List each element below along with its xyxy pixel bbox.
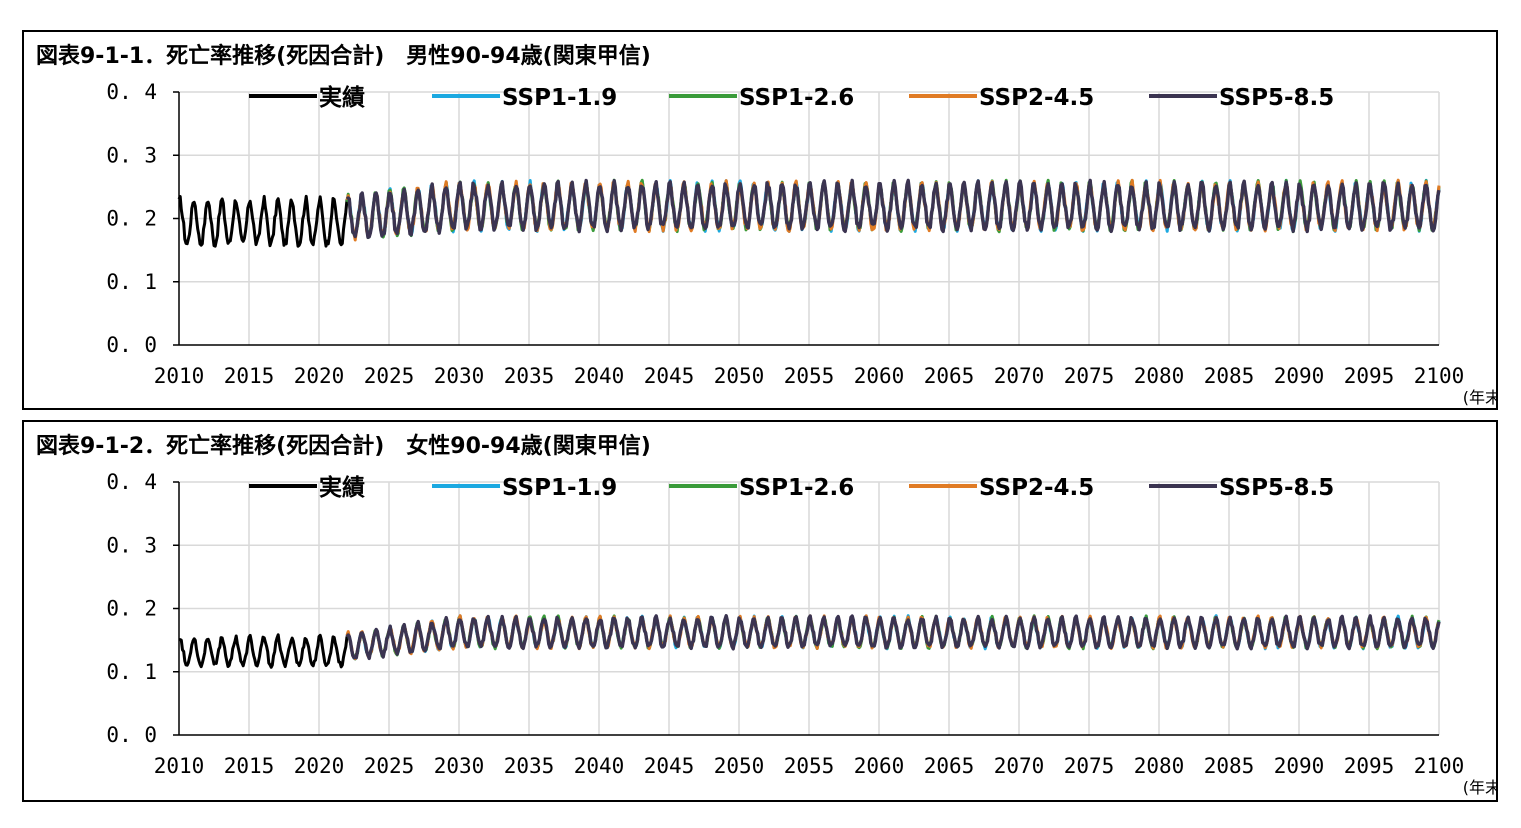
legend: 実績 SSP1-1.9 SSP1-2.6 SSP2-4.5 SSP5-8.5	[249, 84, 1334, 111]
x-tick-label: 2060	[854, 754, 905, 778]
x-tick-label: 2055	[784, 754, 835, 778]
y-tick-label: 0. 3	[106, 533, 157, 557]
legend-label: SSP1-1.9	[502, 85, 617, 111]
x-tick-label: 2080	[1134, 364, 1185, 388]
x-tick-label: 2020	[294, 364, 345, 388]
x-unit-label: (年末)	[1463, 388, 1496, 407]
x-tick-label: 2010	[154, 364, 205, 388]
x-tick-label: 2075	[1064, 364, 1115, 388]
x-tick-label: 2045	[644, 754, 695, 778]
x-tick-label: 2070	[994, 364, 1045, 388]
x-unit-label: (年末)	[1463, 778, 1496, 797]
y-tick-label: 0. 1	[106, 270, 157, 294]
legend-label: SSP5-8.5	[1219, 475, 1334, 501]
chart-title: 図表9-1-2．死亡率推移(死因合計) 女性90-94歳(関東甲信)	[36, 434, 651, 459]
x-tick-label: 2095	[1344, 754, 1395, 778]
x-tick-label: 2090	[1274, 754, 1325, 778]
x-tick-label: 2035	[504, 754, 555, 778]
legend-label: SSP2-4.5	[979, 85, 1094, 111]
legend: 実績 SSP1-1.9 SSP1-2.6 SSP2-4.5 SSP5-8.5	[249, 474, 1334, 501]
y-tick-label: 0. 0	[106, 723, 157, 747]
legend-label: SSP2-4.5	[979, 475, 1094, 501]
x-tick-label: 2015	[224, 754, 275, 778]
x-tick-label: 2085	[1204, 754, 1255, 778]
x-tick-label: 2100	[1414, 364, 1465, 388]
y-tick-label: 0. 4	[106, 80, 157, 104]
x-tick-label: 2025	[364, 364, 415, 388]
y-tick-label: 0. 3	[106, 143, 157, 167]
y-tick-label: 0. 1	[106, 660, 157, 684]
legend-label: SSP1-1.9	[502, 475, 617, 501]
legend-label: SSP5-8.5	[1219, 85, 1334, 111]
plot-lines	[177, 178, 1441, 248]
x-tick-label: 2050	[714, 364, 765, 388]
grid	[179, 481, 1440, 735]
plot-lines	[178, 614, 1441, 669]
x-tick-label: 2040	[574, 754, 625, 778]
legend-label: SSP1-2.6	[739, 475, 854, 501]
x-tick-label: 2075	[1064, 754, 1115, 778]
chart-title: 図表9-1-1．死亡率推移(死因合計) 男性90-94歳(関東甲信)	[36, 44, 651, 69]
x-tick-label: 2100	[1414, 754, 1465, 778]
chart-svg-female: 0. 0 0. 1 0. 2 0. 3 0. 4 2010 2015 2020 2025 2030…	[106, 470, 1496, 797]
legend-label: 実績	[319, 84, 365, 111]
x-tick-label: 2090	[1274, 364, 1325, 388]
y-tick-label: 0. 4	[106, 470, 157, 494]
y-tick-label: 0. 2	[106, 207, 157, 231]
x-tick-label: 2080	[1134, 754, 1185, 778]
legend-label: 実績	[319, 474, 365, 501]
series-line-0	[178, 633, 349, 669]
x-tick-label: 2035	[504, 364, 555, 388]
x-tick-label: 2020	[294, 754, 345, 778]
y-tick-label: 0. 2	[106, 597, 157, 621]
grid	[179, 91, 1440, 345]
series-line-4	[345, 178, 1441, 239]
x-tick-label: 2095	[1344, 364, 1395, 388]
x-tick-label: 2060	[854, 364, 905, 388]
x-tick-label: 2065	[924, 364, 975, 388]
x-tick-label: 2015	[224, 364, 275, 388]
series-line-4	[345, 614, 1441, 661]
x-tick-label: 2055	[784, 364, 835, 388]
x-tick-label: 2070	[994, 754, 1045, 778]
x-tick-label: 2030	[434, 364, 485, 388]
x-tick-label: 2025	[364, 754, 415, 778]
x-tick-label: 2010	[154, 754, 205, 778]
x-tick-label: 2050	[714, 754, 765, 778]
x-tick-label: 2045	[644, 364, 695, 388]
chart-svg-male: 0. 0 0. 1 0. 2 0. 3 0. 4 2010 2015 2020 2025 2030…	[106, 80, 1496, 407]
x-tick-label: 2085	[1204, 364, 1255, 388]
legend-label: SSP1-2.6	[739, 85, 854, 111]
series-line-0	[177, 194, 349, 248]
y-tick-label: 0. 0	[106, 333, 157, 357]
x-tick-label: 2030	[434, 754, 485, 778]
x-tick-label: 2040	[574, 364, 625, 388]
x-tick-label: 2065	[924, 754, 975, 778]
